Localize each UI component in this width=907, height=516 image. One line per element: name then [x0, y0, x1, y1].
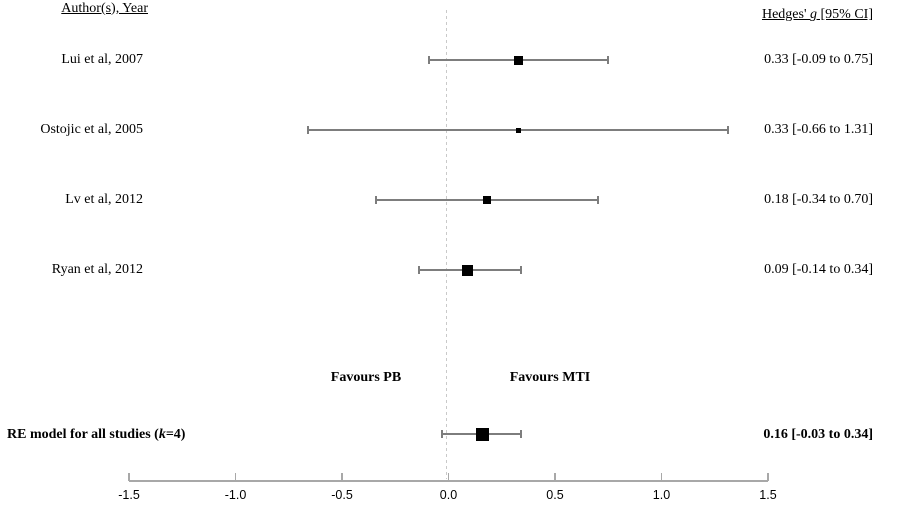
study-label: Ostojic et al, 2005	[40, 122, 143, 137]
ci-cap-left	[441, 430, 444, 438]
author-column-header: Author(s), Year	[0, 0, 148, 18]
point-estimate-marker	[462, 264, 474, 276]
x-axis-tick-label: 1.0	[652, 488, 671, 502]
study-effect-value: 0.18 [-0.34 to 0.70]	[764, 192, 873, 207]
summary-row-label: RE model for all studies (k=4)	[7, 427, 186, 442]
effect-column-header-label: Hedges' g [95% CI]	[761, 7, 873, 22]
point-estimate-marker	[476, 427, 490, 441]
ci-cap-right	[596, 196, 599, 204]
study-effect-value: 0.33 [-0.66 to 1.31]	[764, 122, 873, 137]
study-effect-value: 0.33 [-0.09 to 0.75]	[764, 52, 873, 67]
summary-effect-value: 0.16 [-0.03 to 0.34]	[763, 427, 873, 442]
x-axis-tick-label: 0.5	[546, 488, 564, 502]
effect-column-header: Hedges' g [95% CI]	[700, 6, 873, 24]
ci-cap-right	[519, 430, 522, 438]
ci-cap-right	[726, 126, 729, 134]
x-axis-tick-label: -0.5	[331, 488, 353, 502]
ci-cap-left	[417, 266, 420, 274]
ci-cap-left	[375, 196, 378, 204]
study-label: Ryan et al, 2012	[51, 262, 143, 277]
x-axis-tick-label: -1.5	[118, 488, 140, 502]
ci-cap-left	[428, 56, 431, 64]
x-axis-tick	[128, 473, 130, 481]
ci-cap-left	[306, 126, 309, 134]
study-label: Lui et al, 2007	[61, 52, 143, 67]
study-label: Lv et al, 2012	[65, 192, 143, 207]
favours-right-label: Favours MTI	[509, 370, 591, 385]
point-estimate-marker	[482, 196, 491, 204]
favours-left-label: Favours PB	[330, 370, 402, 385]
x-axis-tick-label: -1.0	[224, 488, 247, 502]
x-axis-tick	[234, 473, 237, 481]
x-axis-tick	[554, 473, 556, 481]
ci-cap-right	[607, 56, 610, 64]
x-axis-tick-label: 0.0	[439, 488, 458, 502]
x-axis-tick-label: 1.5	[759, 488, 777, 502]
study-effect-value: 0.09 [-0.14 to 0.34]	[764, 262, 873, 277]
x-axis-tick	[447, 473, 450, 481]
x-axis-tick	[767, 473, 769, 481]
x-axis-tick	[660, 473, 663, 481]
ci-cap-right	[519, 266, 522, 274]
author-column-header-label: Author(s), Year	[61, 1, 148, 16]
x-axis-tick	[341, 473, 343, 481]
point-estimate-marker	[514, 55, 524, 65]
zero-reference-line	[446, 10, 447, 479]
point-estimate-marker	[516, 127, 522, 133]
